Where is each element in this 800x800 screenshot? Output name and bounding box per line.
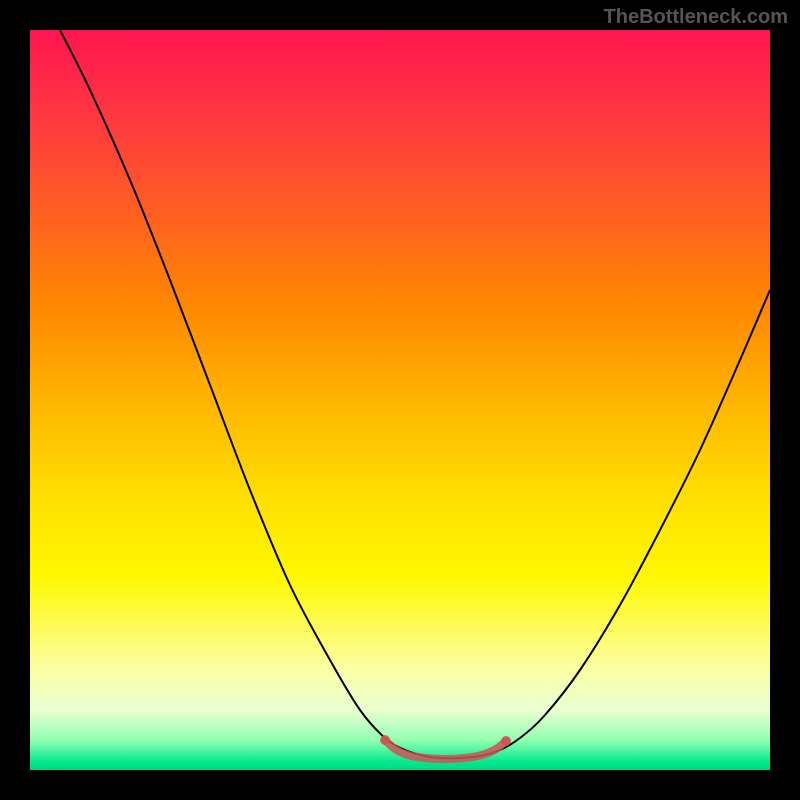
trough-highlight xyxy=(385,740,506,759)
bottleneck-curve xyxy=(60,30,770,758)
curve-layer xyxy=(30,30,770,770)
chart-container xyxy=(30,30,770,770)
watermark-text: TheBottleneck.com xyxy=(604,6,788,29)
trough-end-dots xyxy=(380,735,511,746)
